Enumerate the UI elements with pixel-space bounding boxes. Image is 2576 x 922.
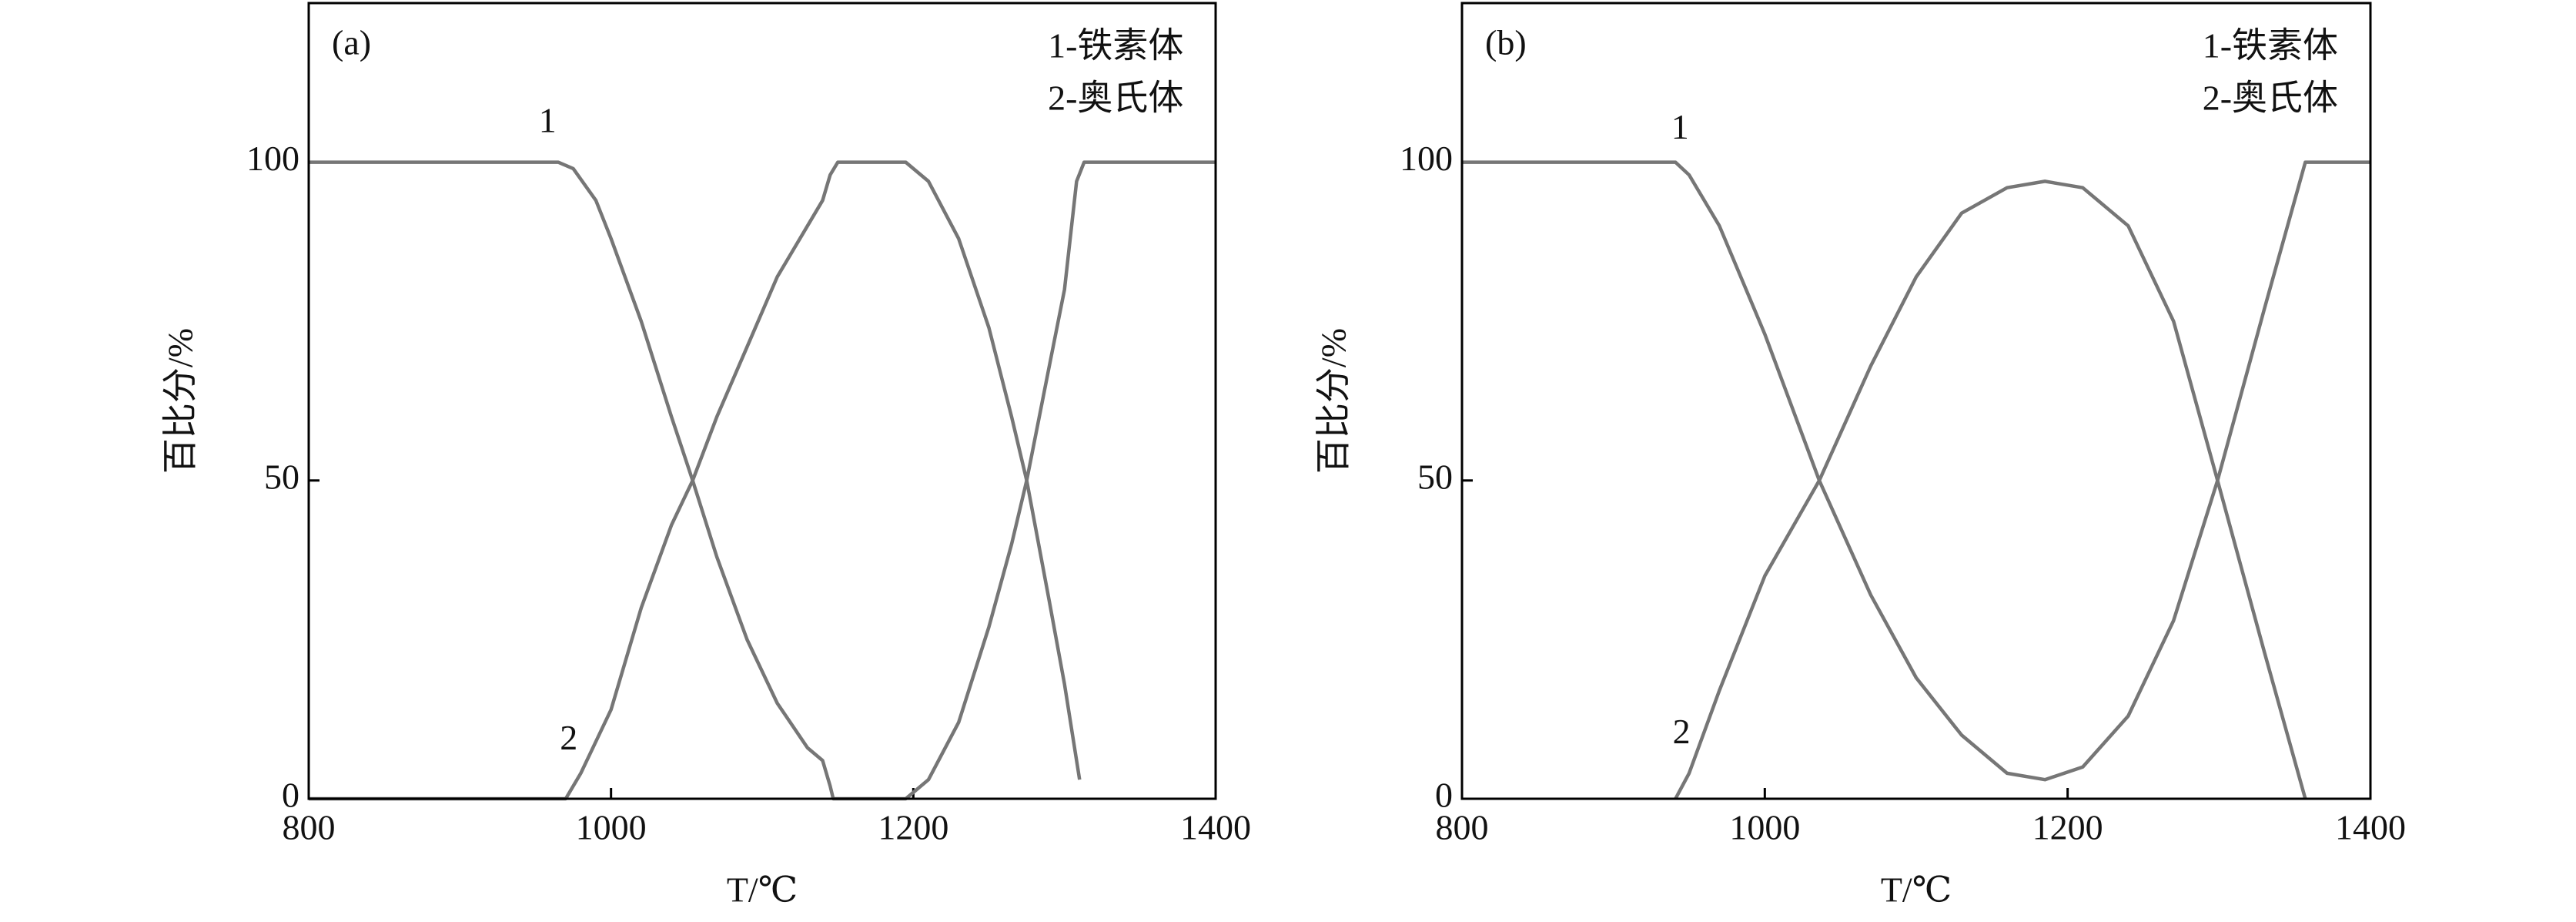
curve-label: 1 xyxy=(1671,107,1689,146)
y-tick-label: 100 xyxy=(246,139,299,178)
legend-entry: 2-奥氏体 xyxy=(2203,79,2338,118)
series-line xyxy=(309,160,1082,801)
series-line xyxy=(309,160,1216,801)
panel: 0 50 100 800 1000 1200 1400 (b) 1-铁素体 2-奥氏体 1 2 T/℃ 百… xyxy=(1314,2,2406,910)
x-axis-label: T/℃ xyxy=(1881,870,1952,910)
x-tick-label: 800 xyxy=(1436,808,1489,847)
y-axis-label: 百比分/% xyxy=(1314,328,1353,474)
y-tick-label: 50 xyxy=(264,457,299,496)
legend-entry: 1-铁素体 xyxy=(2203,26,2338,65)
series-line xyxy=(1462,160,2370,782)
curve-label: 1 xyxy=(539,101,557,140)
plot-frame xyxy=(307,2,1217,800)
y-tick-label: 0 xyxy=(282,776,299,815)
x-tick-label: 1200 xyxy=(2032,808,2103,847)
x-tick-label: 1400 xyxy=(1180,808,1251,847)
y-axis-label: 百比分/% xyxy=(161,328,200,474)
curve-label: 2 xyxy=(1673,712,1691,751)
legend-entry: 2-奥氏体 xyxy=(1048,79,1183,118)
y-tick-label: 100 xyxy=(1400,139,1453,178)
panel-label: (b) xyxy=(1485,23,1527,62)
curve-label: 2 xyxy=(560,718,577,757)
x-tick-label: 800 xyxy=(283,808,336,847)
plot-frame xyxy=(1460,2,2372,800)
series-line xyxy=(1674,179,2307,800)
panel: 0 50 100 800 1000 1200 1400 (a) 1-铁素体 2-奥氏体 1 2 T/℃ 百… xyxy=(161,2,1251,910)
x-tick-label: 1000 xyxy=(1729,808,1800,847)
panel-label: (a) xyxy=(332,23,371,62)
y-tick-label: 0 xyxy=(1435,776,1453,815)
x-tick-label: 1000 xyxy=(576,808,647,847)
x-tick-label: 1400 xyxy=(2335,808,2406,847)
x-axis-label: T/℃ xyxy=(727,870,798,910)
y-tick-label: 50 xyxy=(1417,457,1453,496)
x-tick-label: 1200 xyxy=(878,808,948,847)
legend-entry: 1-铁素体 xyxy=(1048,26,1183,65)
